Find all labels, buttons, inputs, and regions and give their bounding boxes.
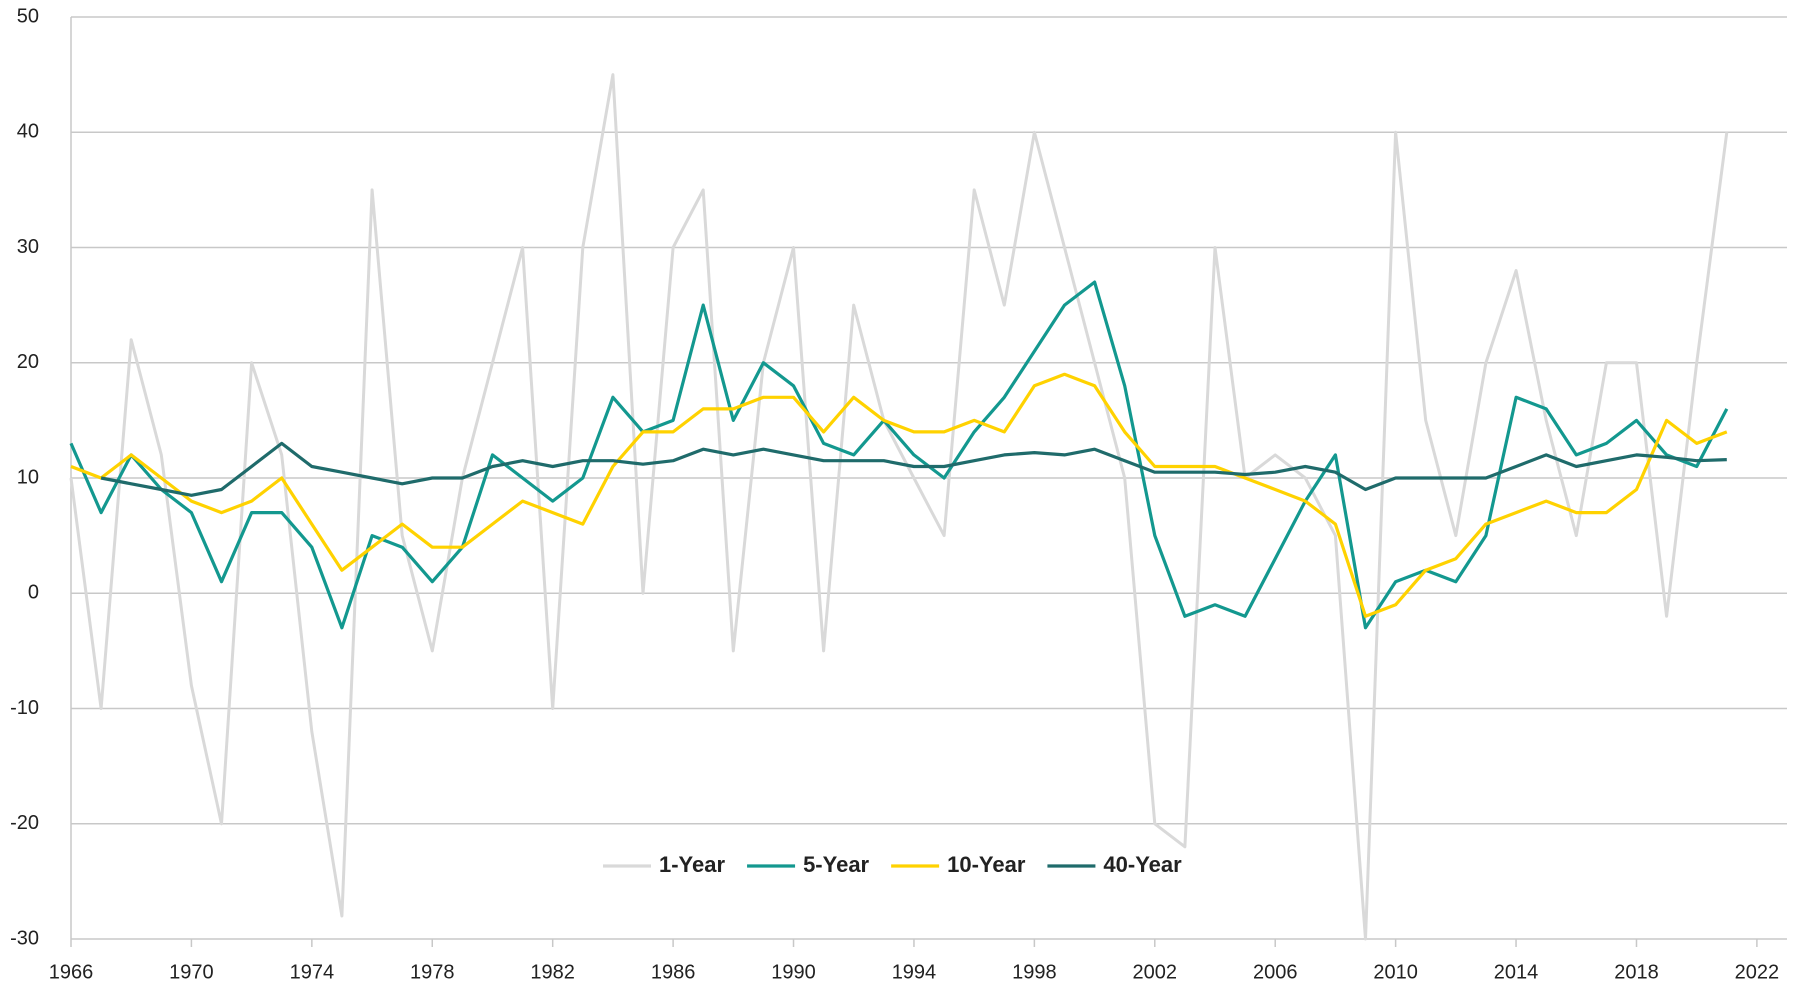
x-tick-label: 1990 — [771, 961, 816, 983]
x-tick-label: 2002 — [1133, 961, 1178, 983]
y-tick-label: -20 — [10, 812, 39, 834]
y-tick-label: 10 — [17, 466, 39, 488]
y-tick-label: 40 — [17, 121, 39, 143]
series-line — [70, 372, 1728, 618]
x-tick-label: 1986 — [651, 961, 696, 983]
legend-label: 5-Year — [803, 852, 869, 877]
x-tick-label: 1982 — [530, 961, 575, 983]
x-tick-label: 2022 — [1735, 961, 1780, 983]
x-tick-label: 1978 — [410, 961, 455, 983]
y-tick-label: -10 — [10, 697, 39, 719]
legend-label: 10-Year — [947, 852, 1026, 877]
x-tick-label: 2014 — [1494, 961, 1539, 983]
y-tick-label: 30 — [17, 236, 39, 258]
legend-label: 40-Year — [1103, 852, 1182, 877]
legend-label: 1-Year — [659, 852, 725, 877]
series-line — [69, 73, 1729, 941]
series-line — [69, 280, 1729, 630]
x-tick-label: 1966 — [49, 961, 94, 983]
y-tick-label: 50 — [17, 5, 39, 27]
x-tick-label: 2018 — [1614, 961, 1659, 983]
y-tick-label: 0 — [28, 582, 39, 604]
series-line — [100, 441, 1727, 497]
x-tick-label: 2006 — [1253, 961, 1298, 983]
x-tick-label: 2010 — [1373, 961, 1418, 983]
x-tick-label: 1994 — [892, 961, 937, 983]
x-tick-label: 1974 — [290, 961, 335, 983]
x-tick-label: 1970 — [169, 961, 214, 983]
x-tick-label: 1998 — [1012, 961, 1057, 983]
y-tick-label: -30 — [10, 927, 39, 949]
y-tick-label: 20 — [17, 351, 39, 373]
